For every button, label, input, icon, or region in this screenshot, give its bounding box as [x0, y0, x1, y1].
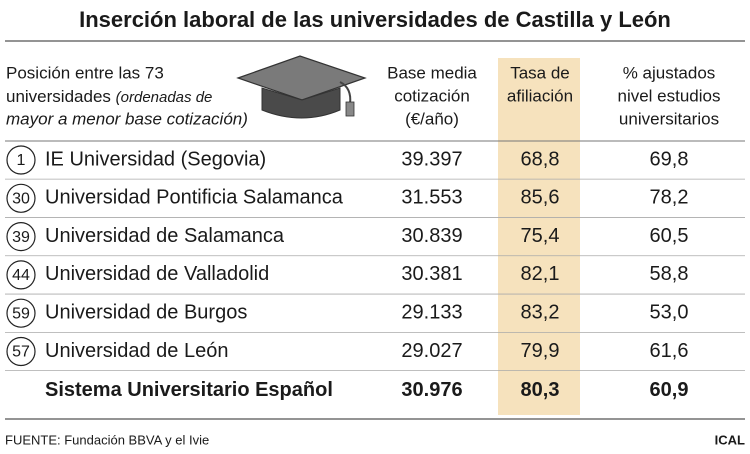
rank: 59 [12, 305, 30, 322]
source: FUENTE: Fundación BBVA y el Ivie [5, 432, 209, 447]
cell-value: 85,6 [521, 187, 560, 209]
column-header: cotización [394, 86, 470, 105]
cell-value: 53,0 [650, 301, 689, 323]
rank-badge [6, 183, 36, 213]
cell-value: 69,8 [650, 148, 689, 170]
rank-badge [6, 145, 36, 175]
column-header: Tasa de [510, 63, 570, 82]
total-label: Sistema Universitario Español [45, 379, 333, 401]
column-header: % ajustados [623, 63, 716, 82]
cell-value: 39.397 [401, 148, 462, 170]
total-value: 60,9 [650, 379, 689, 401]
cell-value: 31.553 [401, 187, 462, 209]
university-name: IE Universidad (Segovia) [45, 148, 266, 170]
rank: 39 [12, 229, 30, 246]
rank: 57 [12, 344, 30, 361]
cell-value: 82,1 [521, 263, 560, 285]
university-name: Universidad de León [45, 340, 228, 362]
rank: 44 [12, 267, 30, 284]
total-value: 80,3 [521, 379, 560, 401]
rank-badge [6, 298, 36, 328]
cell-value: 83,2 [521, 301, 560, 323]
rank-badge [6, 336, 36, 367]
column-header: Base media [387, 63, 477, 82]
university-name: Universidad de Burgos [45, 301, 247, 323]
credit: ICAL [715, 432, 745, 447]
university-name: Universidad de Salamanca [45, 225, 285, 247]
cell-value: 68,8 [521, 148, 560, 170]
cell-value: 29.027 [401, 340, 462, 362]
cell-value: 61,6 [650, 340, 689, 362]
university-name: Universidad Pontificia Salamanca [45, 187, 344, 209]
position-note: (ordenadas de [116, 89, 213, 106]
rank-badge [6, 222, 36, 252]
column-header: nivel estudios [617, 86, 720, 105]
rank: 30 [12, 191, 30, 208]
total-value: 30.976 [401, 379, 462, 401]
column-header: (€/año) [405, 109, 459, 128]
position-header: universidades [6, 87, 111, 106]
cell-value: 75,4 [521, 225, 560, 247]
university-name: Universidad de Valladolid [45, 263, 269, 285]
rank-badge [6, 260, 36, 290]
cell-value: 58,8 [650, 263, 689, 285]
cell-value: 78,2 [650, 187, 689, 209]
cell-value: 30.381 [401, 263, 462, 285]
cell-value: 30.839 [401, 225, 462, 247]
highlight-column [498, 58, 580, 415]
cell-value: 60,5 [650, 225, 689, 247]
title: Inserción laboral de las universidades d… [79, 7, 671, 32]
cap-icon [236, 55, 367, 119]
position-note: mayor a menor base cotización) [6, 109, 248, 128]
rank: 1 [17, 152, 26, 169]
position-header: Posición entre las 73 [6, 63, 164, 82]
position-header: universidades (ordenadas de [6, 87, 212, 106]
column-header: afiliación [507, 86, 573, 105]
column-header: universitarios [619, 109, 719, 128]
cell-value: 79,9 [521, 340, 560, 362]
cell-value: 29.133 [401, 301, 462, 323]
